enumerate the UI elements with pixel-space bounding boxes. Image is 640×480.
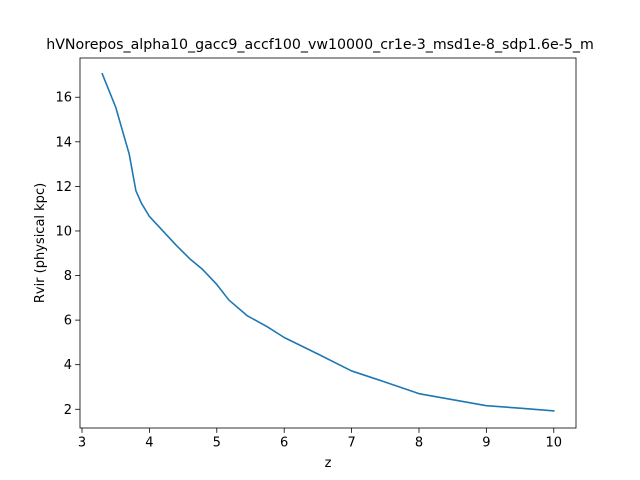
y-tick-label: 2 — [64, 403, 72, 418]
y-tick-label: 6 — [64, 314, 72, 329]
y-tick-label: 12 — [55, 180, 72, 195]
y-axis: 2 4 6 8 10 12 14 16 — [55, 91, 80, 418]
x-tick-label: 10 — [545, 436, 562, 451]
x-tick-label: 3 — [78, 436, 86, 451]
x-axis: 3 4 5 6 7 8 9 10 — [78, 428, 562, 451]
x-tick-label: 8 — [415, 436, 423, 451]
y-axis-label: Rvir (physical kpc) — [33, 183, 48, 303]
y-tick-label: 14 — [55, 135, 72, 150]
x-axis-label: z — [325, 456, 332, 471]
axes-frame — [79, 57, 577, 429]
x-tick-label: 5 — [213, 436, 221, 451]
x-tick-label: 7 — [347, 436, 355, 451]
x-tick-label: 9 — [482, 436, 490, 451]
y-tick-label: 4 — [64, 358, 72, 373]
plot-area — [101, 72, 555, 412]
y-tick-label: 10 — [55, 224, 72, 239]
y-tick-label: 16 — [55, 91, 72, 106]
chart-title: hVNorepos_alpha10_gacc9_accf100_vw10000_… — [46, 37, 594, 53]
series-line — [101, 72, 555, 412]
x-tick-label: 4 — [145, 436, 153, 451]
x-tick-label: 6 — [280, 436, 288, 451]
y-tick-label: 8 — [64, 269, 72, 284]
